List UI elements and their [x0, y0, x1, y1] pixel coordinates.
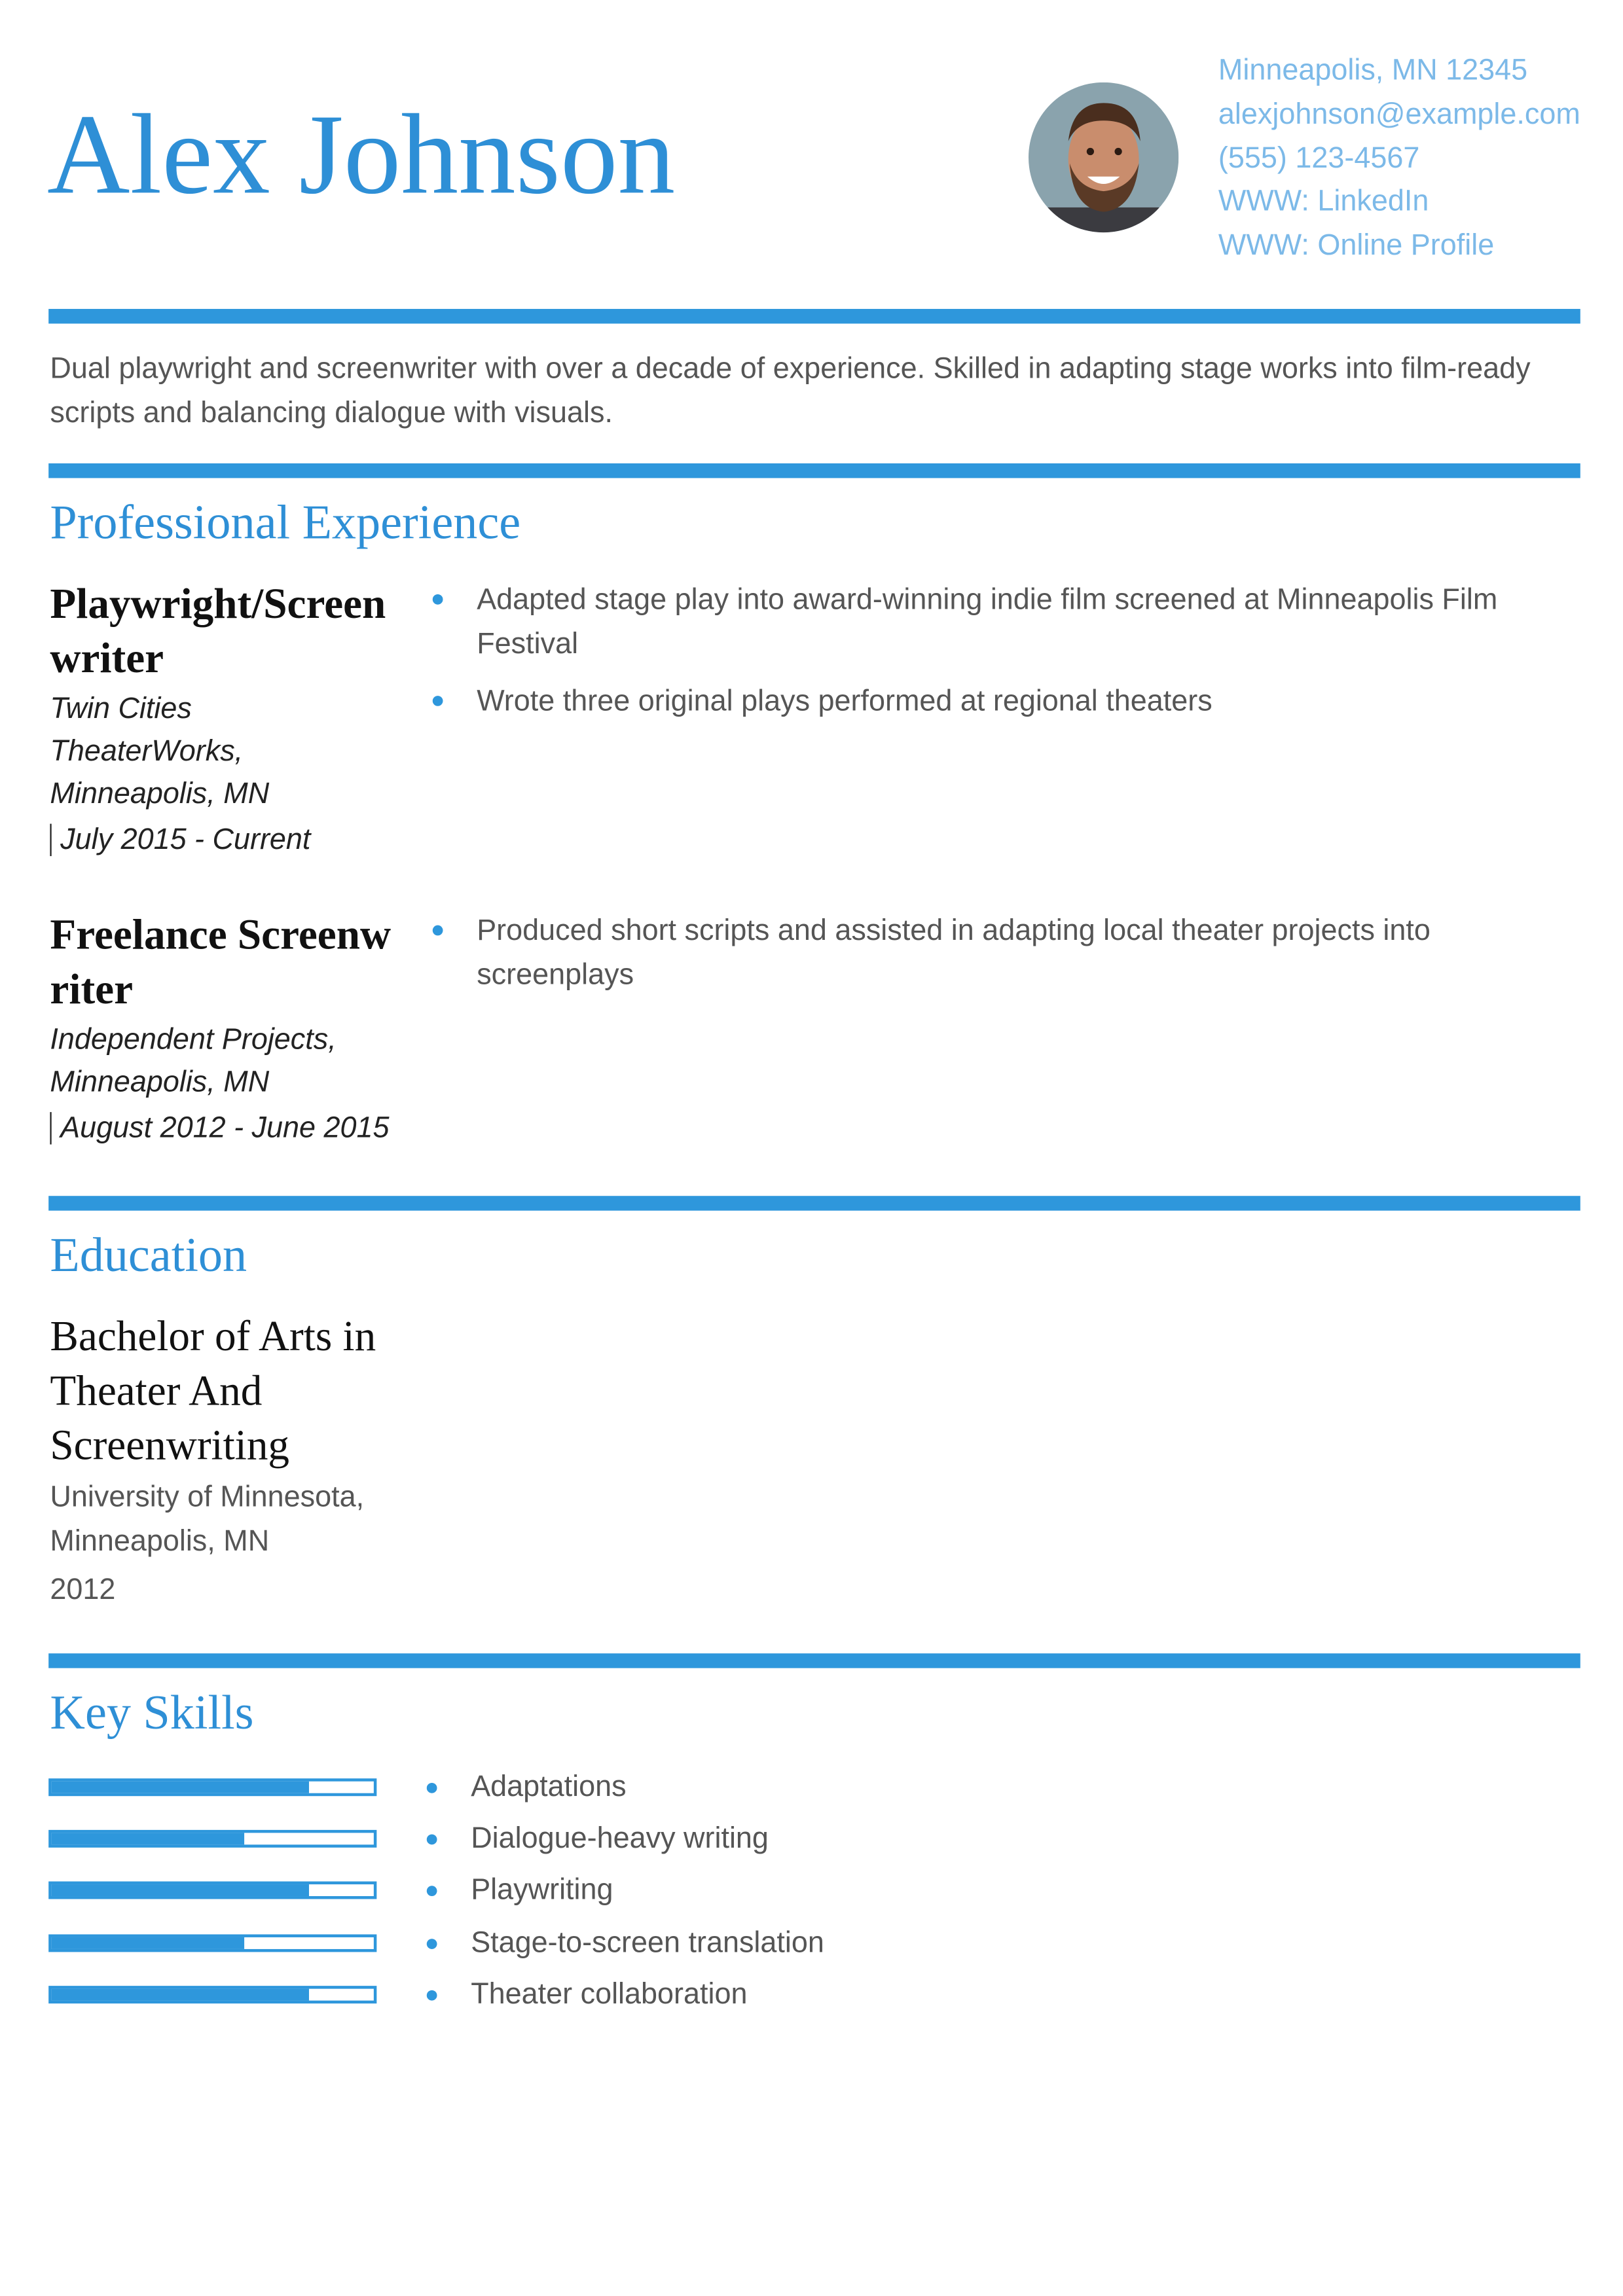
school: University of Minnesota,: [50, 1481, 365, 1514]
dates: August 2012 - June 2015: [50, 1112, 389, 1145]
profile-photo: [1029, 82, 1179, 233]
contact-item: (555) 123-4567: [1218, 142, 1420, 175]
company: Independent Projects,: [50, 1024, 337, 1056]
dates: July 2015 - Current: [50, 823, 310, 857]
bullet-text: Produced short scripts and assisted in a…: [477, 914, 1431, 992]
contact-item: alexjohnson@example.com: [1218, 98, 1580, 131]
skill-name: Stage-to-screen translation: [471, 1926, 824, 1959]
location: Minneapolis, MN: [50, 1066, 270, 1099]
divider: [48, 1196, 1580, 1211]
skill-bar-track: [48, 1985, 377, 2003]
bullet-dot: [432, 594, 443, 605]
contact-item: WWW: LinkedIn: [1218, 186, 1429, 219]
bullet-dot: [426, 1782, 437, 1793]
skill-bar-track: [48, 1882, 377, 1900]
skill-name: Adaptations: [471, 1770, 627, 1804]
company: Twin Cities TheaterWorks,: [50, 692, 244, 768]
bullet-dot: [426, 1886, 437, 1897]
bullet-text: Adapted stage play into award-winning in…: [477, 584, 1498, 661]
skill-name: Dialogue-heavy writing: [471, 1823, 769, 1856]
job-title: Freelance Screenwriter: [50, 912, 392, 1014]
bullet-dot: [426, 1990, 437, 2001]
location: Minneapolis, MN: [50, 1525, 270, 1558]
divider: [48, 463, 1580, 478]
divider: [48, 308, 1580, 324]
skill-bar-track: [48, 1830, 377, 1848]
name: Alex Johnson: [46, 90, 676, 218]
bullet-text: Wrote three original plays performed at …: [477, 685, 1213, 718]
skill-bar-fill: [51, 1988, 310, 2001]
skill-name: Theater collaboration: [471, 1978, 748, 2011]
skill-bar-fill: [51, 1833, 245, 1845]
skill-bar-fill: [51, 1937, 245, 1949]
section-heading: Education: [50, 1229, 247, 1283]
contact-item: WWW: Online Profile: [1218, 230, 1495, 262]
bullet-dot: [426, 1938, 437, 1949]
year: 2012: [50, 1573, 116, 1607]
bullet-dot: [426, 1835, 437, 1845]
skill-name: Playwriting: [471, 1874, 613, 1907]
skill-bar-fill: [51, 1781, 310, 1793]
skill-bar-track: [48, 1933, 377, 1952]
bullet-dot: [432, 696, 443, 706]
job-title: Playwright/Screenwriter: [50, 581, 386, 683]
section-heading: Key Skills: [50, 1687, 254, 1740]
skill-bar-fill: [51, 1884, 310, 1897]
location: Minneapolis, MN: [50, 778, 270, 811]
bullet-dot: [432, 925, 443, 936]
degree: Bachelor of Arts in Theater And Screenwr…: [50, 1314, 376, 1470]
contact-item: Minneapolis, MN 12345: [1218, 54, 1528, 87]
skill-bar-track: [48, 1778, 377, 1797]
summary: Dual playwright and screenwriter with ov…: [50, 353, 1531, 430]
section-heading: Professional Experience: [50, 497, 521, 550]
divider: [48, 1653, 1580, 1668]
